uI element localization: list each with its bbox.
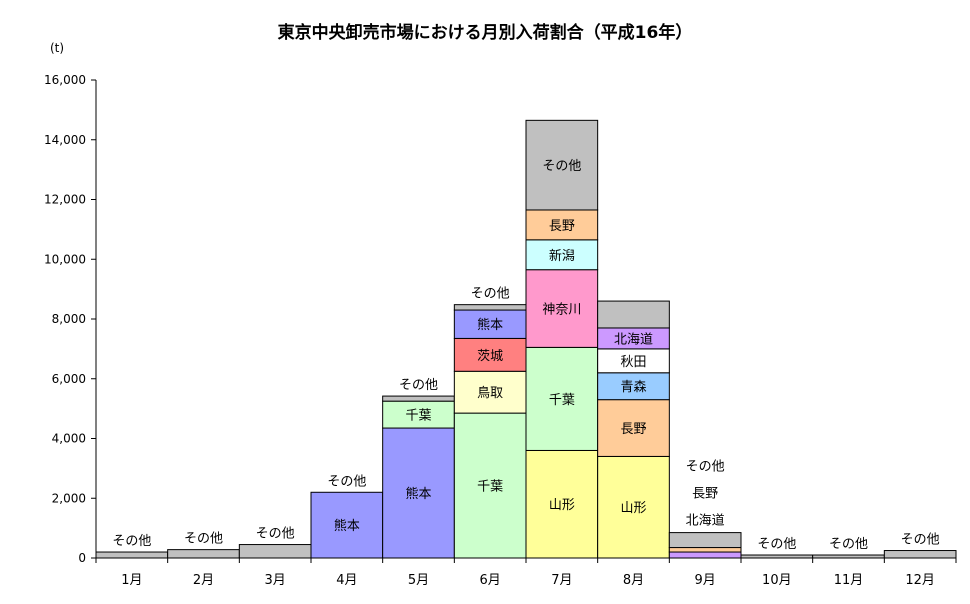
bar-segment: [525, 209, 599, 241]
bar-segment: [525, 269, 599, 348]
bar-segment: [597, 372, 670, 401]
bar-segment: [812, 554, 885, 559]
bar-top-label: その他: [112, 534, 151, 549]
bar-segment: [525, 239, 599, 271]
bars: [95, 119, 957, 559]
x-tick-label: 10月: [762, 573, 792, 588]
segment-label: 熊本: [405, 486, 431, 502]
y-tick-label: 14,000: [44, 133, 86, 147]
bar-top-label: その他: [901, 533, 940, 548]
bar-segment: [167, 549, 240, 559]
x-tick-label: 11月: [834, 573, 864, 588]
y-tick-label: 8,000: [52, 312, 86, 326]
segment-label: 秋田: [620, 355, 646, 370]
bar-segment: [453, 304, 527, 311]
bar-top-label: その他: [471, 287, 510, 302]
bar-top-label: その他: [399, 378, 438, 393]
bar-segment: [453, 370, 527, 414]
x-tick-label: 3月: [265, 573, 286, 588]
axes: 0 2,000 4,000 6,000 8,000 10,000 12,000 14,000 1…: [44, 73, 957, 588]
bar-segment: [525, 119, 599, 211]
bar-segment: [382, 427, 455, 559]
x-tick-label: 4月: [336, 573, 357, 588]
bar-top-label: その他: [757, 537, 796, 552]
segment-label: 青森: [620, 380, 646, 395]
segment-label: 北海道: [614, 332, 653, 347]
segment-label: 千葉: [549, 393, 575, 408]
segment-label: 長野: [549, 219, 575, 234]
labels: その他 その他 その他 熊本その他熊本千葉その他千葉鳥取茨城熊本その他山形千葉神奈川新…: [112, 159, 939, 552]
y-tick-label: 6,000: [52, 372, 86, 386]
x-tick-label: 1月: [121, 573, 142, 588]
bar-segment: [525, 346, 599, 451]
segment-label: 神奈川: [542, 303, 581, 318]
bar-segment: [668, 551, 742, 559]
bar-segment: [668, 547, 742, 553]
bar-side-label: その他: [686, 460, 725, 475]
unit-label: (t): [50, 41, 64, 55]
bar-segment: [382, 395, 455, 402]
bar-top-label: その他: [184, 532, 223, 547]
bar-top-label: その他: [256, 527, 295, 542]
y-tick-label: 16,000: [44, 73, 86, 87]
x-tick-label: 2月: [193, 573, 214, 588]
bar-segment: [740, 554, 814, 559]
bar-side-label: 北海道: [686, 514, 725, 529]
y-tick-label: 12,000: [44, 193, 86, 207]
y-tick-label: 2,000: [52, 491, 86, 505]
bar-side-label: 長野: [692, 487, 718, 502]
segment-label: 千葉: [405, 409, 431, 424]
chart-title: 東京中央卸売市場における月別入荷割合（平成16年）: [278, 22, 693, 43]
bar-segment: [453, 337, 527, 372]
bar-segment: [238, 544, 312, 559]
x-tick-label: 7月: [551, 573, 572, 588]
segment-label: 熊本: [334, 518, 360, 534]
segment-label: 長野: [620, 422, 646, 437]
segment-label: 熊本: [477, 317, 503, 333]
bar-segment: [95, 551, 169, 559]
segment-label: 茨城: [477, 349, 503, 364]
segment-label: その他: [542, 159, 581, 174]
y-tick-label: 0: [78, 551, 86, 565]
x-tick-label: 9月: [695, 573, 716, 588]
x-tick-label: 6月: [480, 573, 501, 588]
bar-top-label: その他: [829, 537, 868, 552]
x-tick-label: 12月: [905, 573, 935, 588]
segment-label: 鳥取: [477, 386, 503, 401]
segment-label: 山形: [620, 501, 646, 516]
segment-label: 千葉: [477, 480, 503, 495]
bar-segment: [597, 455, 670, 559]
y-tick-label: 10,000: [44, 252, 86, 266]
bar-segment: [597, 300, 670, 329]
y-tick-label: 4,000: [52, 432, 86, 446]
x-tick-label: 5月: [408, 573, 429, 588]
bar-segment: [883, 550, 957, 559]
x-tick-label: 8月: [623, 573, 644, 588]
segment-label: 山形: [549, 498, 575, 513]
bar-top-label: その他: [327, 474, 366, 489]
bar-segment: [668, 532, 742, 549]
bar-segment: [597, 399, 670, 457]
segment-label: 新潟: [549, 248, 575, 264]
bar-segment: [310, 491, 384, 559]
